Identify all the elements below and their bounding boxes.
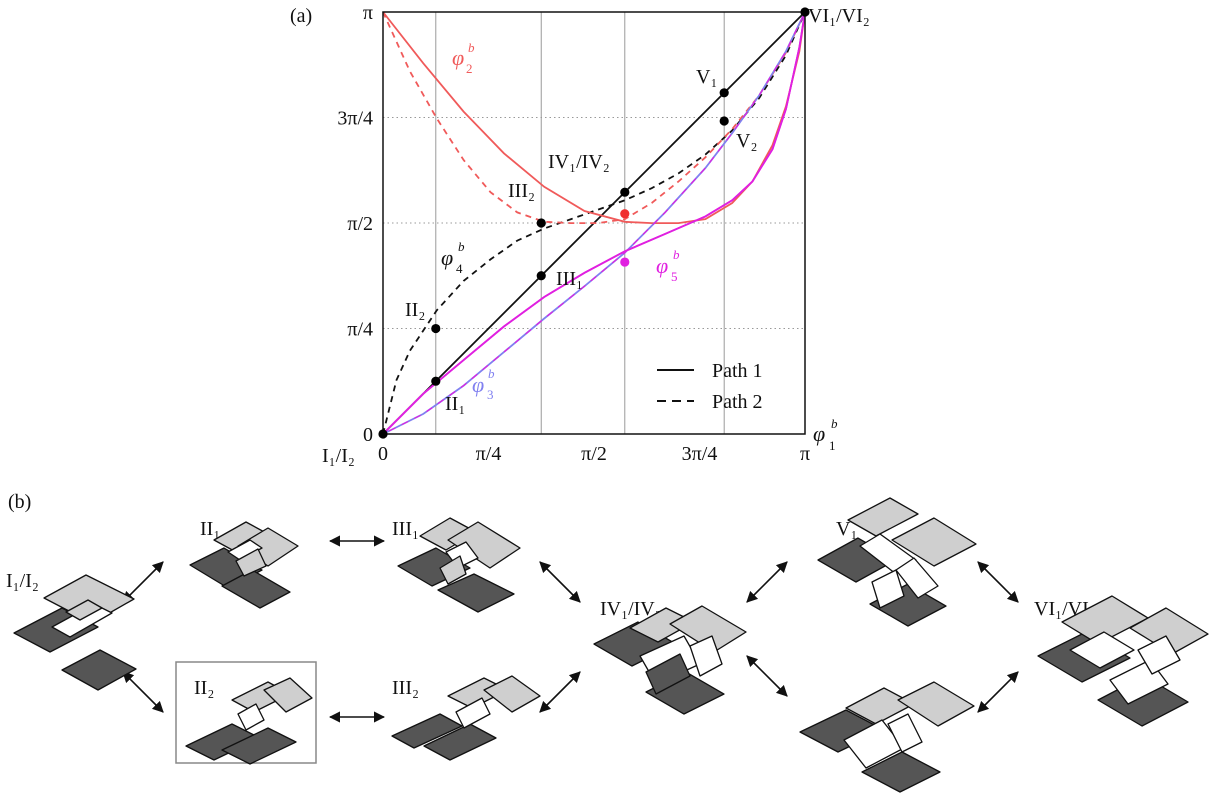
curve-label-phi3-sup: b bbox=[488, 366, 495, 381]
state-label-iv: IV₁/IV₂ bbox=[600, 598, 662, 620]
origami-state-iv bbox=[593, 605, 747, 715]
curve-label-phi4-sub: 4 bbox=[456, 261, 463, 276]
y-tick-label: 3π/4 bbox=[337, 108, 373, 130]
curve-label-phi2-base: φ bbox=[452, 45, 464, 70]
state-label-iii1: III₁ bbox=[392, 518, 419, 540]
tick-labels: 0 π/4 π/2 3π/4 π 0 π/4 π/2 3π/4 π bbox=[337, 2, 810, 465]
x-tick-label: π/4 bbox=[476, 443, 502, 465]
point-label-vi: VI₁/VI₂ bbox=[808, 5, 870, 27]
data-point bbox=[719, 88, 729, 98]
data-point bbox=[800, 7, 810, 17]
data-point bbox=[431, 323, 441, 334]
state-label-ii1: II₁ bbox=[200, 518, 220, 540]
legend: Path 1 Path 2 bbox=[657, 360, 763, 413]
origami-state-i bbox=[13, 574, 137, 691]
curve-label-phi4: φ b 4 bbox=[441, 239, 465, 276]
panel-a-label: (a) bbox=[290, 5, 312, 27]
plot-frame bbox=[382, 11, 806, 435]
point-label-v1: V₁ bbox=[696, 66, 717, 88]
x-tick-label: π bbox=[800, 443, 810, 465]
curve-label-phi4-base: φ bbox=[441, 245, 453, 270]
transition-arrows bbox=[122, 535, 1019, 723]
highlight-box-ii2 bbox=[175, 661, 317, 764]
state-label-v1: V₁ bbox=[836, 518, 857, 540]
x-axis-symbol: φ b 1 bbox=[813, 416, 838, 453]
plot-area: 0 π/4 π/2 3π/4 π 0 π/4 π/2 3π/4 π V₁ V₂ IV₁/IV₂ I… bbox=[322, 2, 870, 467]
arrow-iii1-iv bbox=[539, 561, 581, 603]
data-point bbox=[536, 271, 546, 281]
y-tick-label: 0 bbox=[363, 424, 373, 446]
origami-state-v2 bbox=[799, 681, 975, 793]
point-label-i: I₁/I₂ bbox=[322, 445, 355, 467]
curve-label-phi2-sup: b bbox=[468, 40, 475, 55]
curve-label-phi3-sub: 3 bbox=[487, 387, 494, 402]
curve-label-phi5-base: φ bbox=[656, 253, 668, 278]
arrow-v2-vi bbox=[977, 671, 1019, 713]
point-label-iii1: III₁ bbox=[556, 268, 583, 290]
series-line-phi2-path1 bbox=[382, 11, 806, 224]
arrow-i-ii1 bbox=[122, 561, 164, 603]
legend-path2: Path 2 bbox=[712, 391, 763, 413]
arrow-iv-v2 bbox=[746, 655, 788, 697]
x-axis-symbol-sup: b bbox=[831, 416, 838, 431]
curve-label-phi4-sup: b bbox=[458, 239, 465, 254]
arrow-i-ii2 bbox=[122, 671, 164, 713]
curve-label-phi3: φ b 3 bbox=[472, 366, 495, 402]
stage-points bbox=[378, 7, 810, 439]
y-tick-label: π/2 bbox=[347, 213, 373, 235]
x-tick-label: π/2 bbox=[581, 443, 607, 465]
state-label-i: I₁/I₂ bbox=[6, 570, 39, 592]
series-line-phi5-path1 bbox=[382, 11, 806, 435]
data-point bbox=[719, 116, 729, 126]
data-point bbox=[620, 187, 630, 197]
curves bbox=[382, 11, 806, 435]
arrow-iii2-iv bbox=[539, 671, 581, 713]
series-line-phi2-path2 bbox=[382, 11, 806, 224]
origami-state-iii1 bbox=[397, 517, 521, 613]
curve-label-phi5: φ b 5 bbox=[656, 247, 680, 284]
point-label-iii2: III₂ bbox=[508, 180, 535, 202]
origami-state-vi bbox=[1037, 595, 1209, 727]
origami-state-v1 bbox=[817, 497, 977, 627]
curve-label-phi3-base: φ bbox=[472, 372, 484, 397]
point-label-iv: IV₁/IV₂ bbox=[548, 151, 610, 173]
curve-label-phi5-sub: 5 bbox=[671, 269, 678, 284]
y-tick-label: π/4 bbox=[347, 319, 373, 341]
x-tick-label: 3π/4 bbox=[682, 443, 718, 465]
panel-b-label: (b) bbox=[8, 491, 31, 513]
y-tick-label: π bbox=[363, 2, 373, 24]
x-axis-symbol-base: φ bbox=[813, 421, 825, 446]
curve-label-phi5-sup: b bbox=[673, 247, 680, 262]
curve-label-phi2-sub: 2 bbox=[466, 61, 473, 76]
origami-state-ii1 bbox=[189, 521, 299, 609]
data-point bbox=[620, 209, 630, 219]
origami-state-ii2 bbox=[185, 677, 313, 765]
series-line-phi3-path2-overlay bbox=[382, 11, 806, 435]
data-point bbox=[378, 429, 388, 439]
x-tick-label: 0 bbox=[378, 443, 388, 465]
curve-label-phi2: φ b 2 bbox=[452, 40, 475, 76]
point-label-ii2: II₂ bbox=[405, 299, 425, 321]
arrow-v1-vi bbox=[977, 561, 1019, 603]
arrow-iv-v1 bbox=[746, 561, 788, 603]
x-axis-symbol-sub: 1 bbox=[829, 438, 836, 453]
origami-state-iii2 bbox=[391, 675, 541, 761]
legend-path1: Path 1 bbox=[712, 360, 763, 382]
data-point bbox=[620, 257, 630, 267]
data-point bbox=[536, 218, 546, 228]
data-point bbox=[431, 376, 441, 386]
state-label-iii2: III₂ bbox=[392, 677, 419, 699]
state-label-ii2: II₂ bbox=[194, 677, 214, 699]
point-label-ii1: II₁ bbox=[445, 393, 465, 415]
point-label-v2: V₂ bbox=[736, 130, 757, 152]
